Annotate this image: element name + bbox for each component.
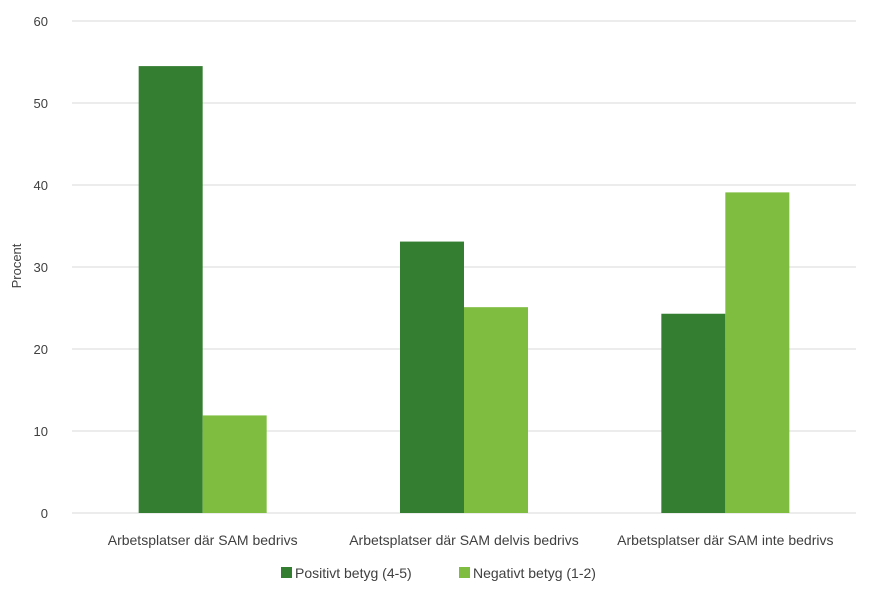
y-tick-label: 10 [34,424,48,439]
y-tick-label: 20 [34,342,48,357]
y-tick-label: 50 [34,96,48,111]
bars [138,66,790,513]
y-axis-title: Procent [9,243,24,288]
category-labels: Arbetsplatser där SAM bedrivs Arbetsplats… [108,532,834,548]
y-tick-label: 40 [34,178,48,193]
legend-label: Negativt betyg (1-2) [473,565,596,581]
bar-positive [138,66,203,513]
legend-item: Negativt betyg (1-2) [459,565,596,581]
y-tick-label: 60 [34,14,48,29]
bar-negative [725,192,790,513]
bar-negative [202,415,267,513]
category-label: Arbetsplatser där SAM delvis bedrivs [349,532,579,548]
bar-negative [464,307,528,513]
legend-label: Positivt betyg (4-5) [295,565,412,581]
category-label: Arbetsplatser där SAM inte bedrivs [617,532,833,548]
y-tick-labels: 0 10 20 30 40 50 60 [34,14,48,521]
legend-item: Positivt betyg (4-5) [281,565,412,581]
category-label: Arbetsplatser där SAM bedrivs [108,532,298,548]
bar-positive [661,313,726,513]
y-tick-label: 0 [41,506,48,521]
bar-positive [400,241,464,513]
y-tick-label: 30 [34,260,48,275]
legend-swatch [459,567,470,578]
legend: Positivt betyg (4-5) Negativt betyg (1-2) [281,565,596,581]
legend-swatch [281,567,292,578]
